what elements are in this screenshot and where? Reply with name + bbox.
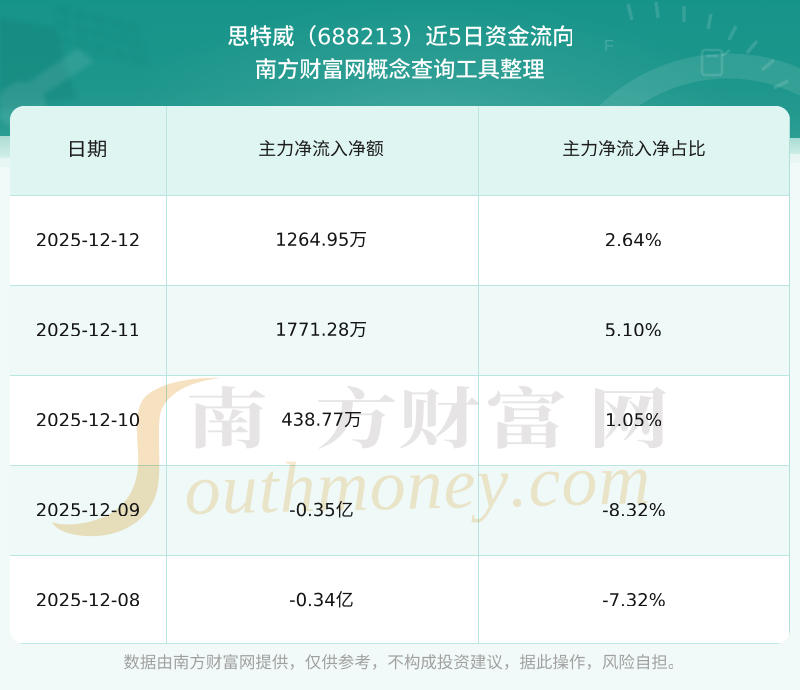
svg-text:F: F [604, 38, 614, 55]
